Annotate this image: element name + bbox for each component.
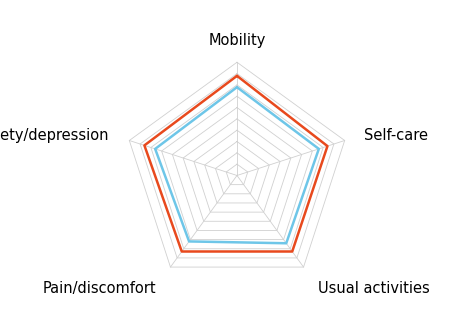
Text: Mobility: Mobility: [208, 33, 266, 48]
Text: Self-care: Self-care: [365, 128, 428, 144]
Text: Pain/discomfort: Pain/discomfort: [43, 281, 156, 296]
Text: Usual activities: Usual activities: [318, 281, 429, 296]
Text: Anxiety/depression: Anxiety/depression: [0, 128, 109, 144]
